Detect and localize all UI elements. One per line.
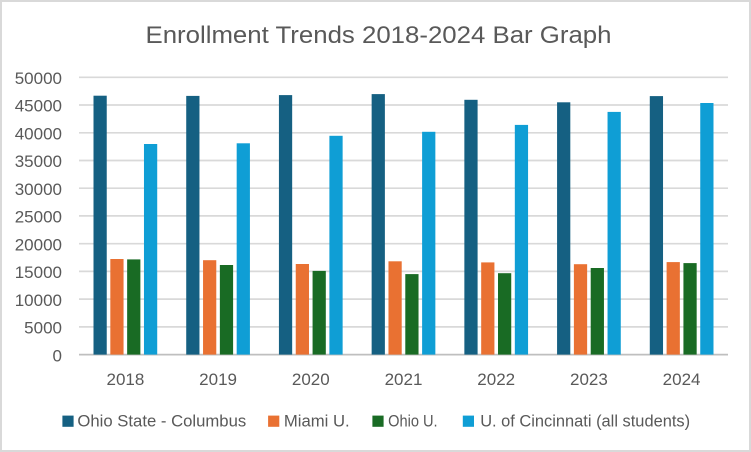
svg-text:2021: 2021 (385, 370, 423, 389)
svg-text:25000: 25000 (15, 208, 62, 227)
svg-text:2023: 2023 (570, 370, 608, 389)
svg-text:45000: 45000 (15, 97, 62, 116)
svg-text:35000: 35000 (15, 152, 62, 171)
svg-text:2024: 2024 (663, 370, 701, 389)
svg-text:30000: 30000 (15, 180, 62, 199)
svg-text:U. of Cincinnati (all students: U. of Cincinnati (all students) (480, 412, 690, 431)
svg-text:Miami U.: Miami U. (284, 412, 350, 431)
svg-text:2018: 2018 (106, 370, 144, 389)
svg-text:50000: 50000 (15, 69, 62, 88)
svg-text:2019: 2019 (199, 370, 237, 389)
svg-text:40000: 40000 (15, 125, 62, 144)
svg-text:Enrollment Trends 2018-2024 Ba: Enrollment Trends 2018-2024 Bar Graph (146, 22, 612, 49)
svg-text:0: 0 (53, 346, 62, 365)
svg-text:Ohio U.: Ohio U. (388, 412, 438, 431)
svg-text:5000: 5000 (24, 319, 62, 338)
svg-text:15000: 15000 (15, 263, 62, 282)
svg-text:10000: 10000 (15, 291, 62, 310)
svg-text:Ohio State - Columbus: Ohio State - Columbus (77, 412, 246, 431)
svg-text:20000: 20000 (15, 235, 62, 254)
svg-text:2022: 2022 (477, 370, 515, 389)
svg-text:2020: 2020 (292, 370, 330, 389)
